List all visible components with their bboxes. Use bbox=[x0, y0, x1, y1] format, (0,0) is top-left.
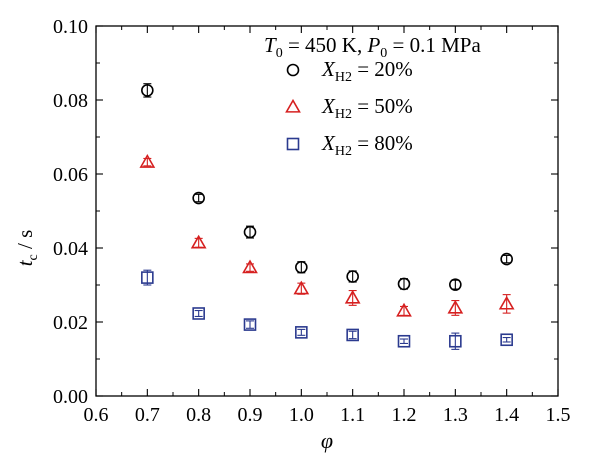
legend-marker bbox=[285, 98, 301, 113]
data-point bbox=[447, 299, 464, 314]
data-point bbox=[498, 295, 515, 310]
legend-marker bbox=[286, 63, 300, 77]
legend-marker bbox=[286, 137, 300, 151]
axis-ticks: 0.6 0.7 0.8 0.9 1.0 1.1 1.2 1.3 1.4 1.5 0.00 0.02 0.… bbox=[53, 16, 571, 426]
legend-label: XH2 = 20% bbox=[321, 57, 413, 85]
data-point bbox=[397, 277, 411, 291]
plot-frame bbox=[95, 25, 559, 397]
data-points bbox=[139, 83, 515, 350]
x-tick-label: 0.9 bbox=[238, 404, 263, 426]
data-point bbox=[346, 270, 359, 283]
y-tick-label: 0.10 bbox=[53, 16, 88, 38]
x-tick-label: 1.2 bbox=[392, 404, 417, 426]
data-point bbox=[139, 154, 156, 168]
data-point bbox=[243, 225, 257, 239]
legend: T0 = 450 K, P0 = 0.1 MPa XH2 = 20% XH2 = … bbox=[264, 33, 481, 159]
data-point bbox=[295, 260, 308, 274]
y-tick-label: 0.02 bbox=[53, 312, 88, 334]
plot-border bbox=[95, 25, 559, 397]
x-tick-label: 1.1 bbox=[340, 404, 365, 426]
y-axis-label: tc / s bbox=[13, 230, 41, 267]
y-tick-label: 0.06 bbox=[53, 164, 88, 186]
y-tick-label: 0.04 bbox=[53, 238, 88, 260]
x-tick-label: 1.4 bbox=[494, 404, 519, 426]
x-tick-label: 0.7 bbox=[135, 404, 160, 426]
x-tick-label: 0.8 bbox=[186, 404, 211, 426]
y-tick-label: 0.08 bbox=[53, 90, 88, 112]
series-circle bbox=[141, 83, 513, 291]
data-point bbox=[141, 84, 154, 97]
data-point bbox=[396, 302, 412, 317]
data-point bbox=[449, 334, 462, 348]
x-tick-label: 1.0 bbox=[289, 404, 314, 426]
data-point bbox=[449, 278, 462, 291]
data-point bbox=[192, 307, 205, 320]
x-axis-label: φ bbox=[321, 428, 333, 453]
data-point bbox=[243, 318, 257, 331]
data-point bbox=[192, 191, 205, 205]
x-tick-label: 0.6 bbox=[84, 404, 109, 426]
data-point bbox=[242, 259, 258, 274]
legend-condition: T0 = 450 K, P0 = 0.1 MPa bbox=[264, 33, 481, 61]
data-point bbox=[190, 234, 207, 249]
data-point bbox=[141, 271, 154, 284]
series-square bbox=[141, 269, 513, 350]
data-point bbox=[295, 326, 308, 339]
data-point bbox=[500, 252, 513, 266]
data-point bbox=[293, 280, 310, 295]
x-tick-label: 1.5 bbox=[546, 404, 571, 426]
y-tick-label: 0.00 bbox=[53, 386, 88, 408]
series-triangle bbox=[139, 154, 515, 317]
data-point bbox=[397, 334, 411, 348]
legend-label: XH2 = 50% bbox=[321, 94, 413, 122]
x-tick-label: 1.3 bbox=[443, 404, 468, 426]
data-point bbox=[344, 289, 361, 304]
data-point bbox=[346, 328, 359, 342]
data-point bbox=[500, 333, 513, 347]
legend-label: XH2 = 80% bbox=[321, 131, 413, 159]
